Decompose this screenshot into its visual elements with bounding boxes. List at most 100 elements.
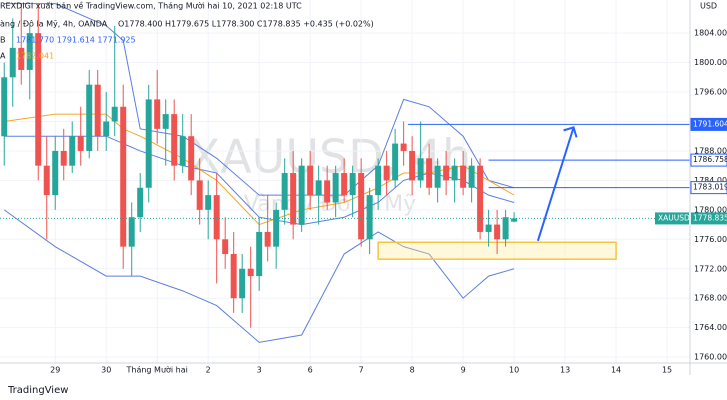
candle-body [409, 150, 416, 181]
last-price-label: 1778.835 [693, 213, 727, 222]
candle-body [171, 114, 178, 166]
x-tick-label: 29 [50, 366, 60, 375]
price-tag [690, 153, 727, 167]
x-tick-label: 2 [206, 366, 211, 375]
currency: USD [700, 2, 717, 11]
candle-body [120, 106, 127, 247]
candle-body [60, 150, 67, 166]
x-tick-label: 3 [257, 366, 262, 375]
header-line2: àng / Đô la Mỹ, 4h, OANDA [0, 19, 108, 29]
x-tick-label: 14 [611, 366, 621, 375]
candle-body [103, 121, 110, 137]
band-line [3, 209, 515, 343]
candle-body [69, 136, 76, 166]
candle-body [9, 47, 16, 78]
candle-body [52, 150, 59, 196]
candle-body [341, 173, 348, 196]
x-tick-label: 30 [101, 366, 111, 375]
price-tag-label: 1791.604 [693, 119, 727, 128]
candle-body [264, 231, 271, 247]
candle-body [162, 114, 169, 129]
candle-body [417, 158, 424, 181]
y-tick-label: 1780.000 [694, 205, 727, 214]
price-tag [690, 117, 727, 131]
y-tick-label: 1764.000 [694, 323, 727, 332]
price-tag [690, 181, 727, 195]
candle-body [511, 218, 518, 222]
candle-body [196, 180, 203, 210]
candle-body [35, 33, 42, 166]
footer-logo[interactable]: TradingView [7, 385, 68, 396]
last-price-tag [691, 212, 727, 225]
candle-body [222, 239, 229, 255]
candle-body [383, 165, 390, 181]
candle-body [137, 187, 144, 218]
x-tick-label: 9 [461, 366, 466, 375]
last-name: XAUUSD [658, 213, 690, 222]
candle-body [494, 224, 501, 240]
ma-label: A [0, 52, 6, 61]
candle-body [213, 195, 220, 240]
bb-label: B [0, 36, 6, 45]
header-line1: REXDIGI xuất bản về TradingView.com, Thá… [0, 1, 302, 11]
candle-body [111, 106, 118, 122]
y-tick-label: 1796.000 [694, 88, 727, 97]
y-tick-label: 1760.000 [694, 353, 727, 362]
ma-value: 1782.041 [16, 52, 54, 61]
arrow-head [563, 126, 578, 138]
candle-body [400, 143, 407, 151]
candle-body [18, 47, 25, 70]
candle-body [451, 165, 458, 181]
x-tick-label: Tháng Mười hai [126, 365, 188, 375]
candle-body [307, 165, 314, 196]
candle-body [188, 136, 195, 181]
candle-body [179, 136, 186, 166]
header-ohlc: O1778.400 H1779.675 L1778.300 C1778.835 … [118, 20, 374, 29]
candle-body [128, 217, 135, 247]
candle-body [273, 209, 280, 247]
candle-body [145, 99, 152, 188]
candle-body [26, 33, 33, 70]
candle-body [349, 173, 356, 196]
candle-body [239, 268, 246, 299]
candle-body [256, 231, 263, 277]
candle-body [392, 143, 399, 181]
bb-values: 1781.770 1791.614 1771.925 [16, 36, 136, 45]
candle-body [230, 254, 237, 299]
candle-body [358, 173, 365, 240]
x-tick-label: 8 [410, 366, 415, 375]
candle-body [366, 195, 373, 240]
y-tick-label: 1772.000 [694, 264, 727, 273]
candle-body [468, 165, 475, 188]
last-name-tag [655, 212, 689, 225]
candle-body [315, 180, 322, 196]
y-tick-label: 1768.000 [694, 294, 727, 303]
y-tick-label: 1776.000 [694, 235, 727, 244]
candle-body [94, 84, 101, 137]
candle-body [281, 173, 288, 210]
price-tag-label: 1783.019 [693, 183, 727, 192]
candle-body [434, 165, 441, 188]
candle-body [443, 165, 450, 181]
candle-body [205, 195, 212, 210]
candle-body [502, 217, 509, 240]
candle-body [375, 165, 382, 196]
y-tick-label: 1784.000 [694, 176, 727, 185]
candle-body [290, 173, 297, 225]
y-tick-label: 1800.000 [694, 58, 727, 67]
candle-body [1, 77, 8, 137]
y-tick-label: 1788.000 [694, 146, 727, 155]
candle-body [485, 224, 492, 232]
candle-body [86, 84, 93, 151]
x-tick-label: 13 [560, 366, 570, 375]
candle-body [298, 165, 305, 225]
candle-body [43, 165, 50, 196]
x-tick-label: 7 [359, 366, 364, 375]
candle-body [247, 268, 254, 277]
candle-body [460, 165, 467, 188]
arrow [536, 127, 575, 242]
x-tick-label: 15 [662, 366, 672, 375]
candle-body [426, 158, 433, 188]
candle-body [332, 173, 339, 203]
